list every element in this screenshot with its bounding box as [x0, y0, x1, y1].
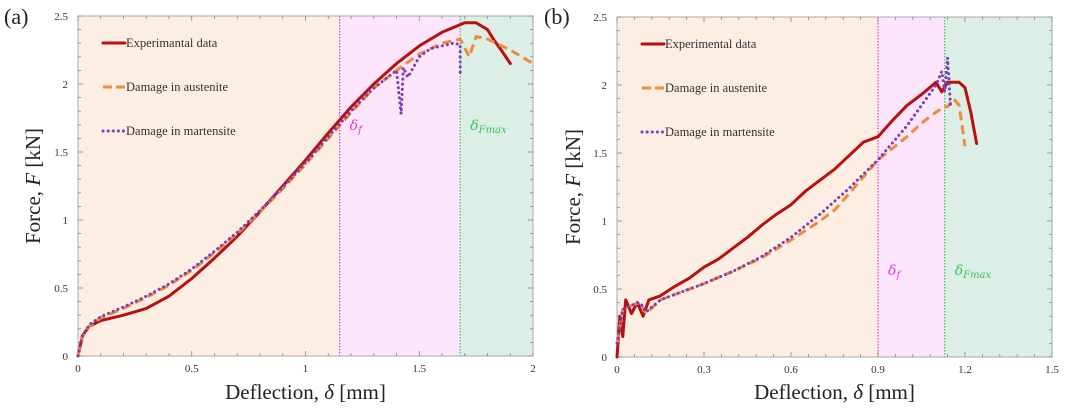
y-tick-label: 2 [602, 80, 608, 92]
legend-label: Damage in martensite [126, 124, 236, 138]
region-0 [78, 16, 340, 356]
region-1 [878, 17, 945, 357]
y-tick-label: 2.5 [54, 11, 68, 23]
x-axis-title: Deflection, δ [mm] [225, 380, 386, 404]
region-label: δFmax [955, 263, 992, 281]
y-tick-label: 0 [63, 351, 69, 363]
series-line-solid [615, 80, 979, 359]
y-tick-label: 1 [602, 216, 608, 228]
series-line-dotted [615, 56, 952, 345]
series-line-solid [76, 21, 512, 358]
x-tick-label: 1.2 [958, 364, 972, 376]
region-1 [339, 16, 461, 356]
x-tick-label: 0.6 [784, 364, 798, 376]
x-tick-label: 1 [303, 363, 309, 375]
panel-b: δf δFmax 0 0.3 0.6 0.9 1.2 1.5 0 0.5 1 1.5 2 2.5 Defle… [544, 4, 1059, 404]
x-tick-label: 0.3 [697, 364, 711, 376]
y-tick-label: 2 [63, 79, 69, 91]
y-tick-label: 1.5 [54, 147, 68, 159]
y-tick-label: 0 [602, 352, 608, 364]
region-label: δf [888, 263, 902, 281]
region-2 [460, 16, 533, 356]
region-label: δf [350, 118, 364, 136]
region-2 [944, 17, 1052, 357]
x-axis-title: Deflection, δ [mm] [754, 380, 915, 404]
legend-label: Experimental data [665, 37, 757, 51]
panel-a: δf δFmax 0 0.5 1 1.5 2 0 0.5 1 1.5 2 2.5 Deflection, … [4, 4, 536, 404]
y-tick-label: 1 [63, 215, 69, 227]
y-axis-title: Force, F [kN] [21, 128, 45, 244]
legend-label: Experimantal data [126, 36, 218, 50]
y-tick-label: 2.5 [593, 12, 607, 24]
x-tick-label: 0.5 [185, 363, 199, 375]
panel-label: (b) [544, 4, 570, 29]
series-line-dotted [76, 41, 462, 358]
plot-frame [616, 16, 1053, 358]
panel-label: (a) [4, 4, 28, 29]
y-tick-label: 0.5 [54, 283, 68, 295]
region-label: δFmax [470, 118, 507, 136]
x-tick-label: 0.9 [871, 364, 885, 376]
legend-label: Damage in martensite [665, 125, 775, 139]
legend-label: Damage in austenite [665, 81, 767, 95]
x-tick-label: 0 [614, 364, 620, 376]
y-tick-label: 1.5 [593, 148, 607, 160]
legend-label: Damage in austenite [126, 80, 228, 94]
x-tick-label: 1.5 [412, 363, 426, 375]
y-axis-title: Force, F [kN] [561, 129, 585, 245]
y-tick-label: 0.5 [593, 284, 607, 296]
x-tick-label: 2 [530, 363, 536, 375]
x-tick-label: 1.5 [1045, 364, 1059, 376]
x-tick-label: 0 [75, 363, 81, 375]
